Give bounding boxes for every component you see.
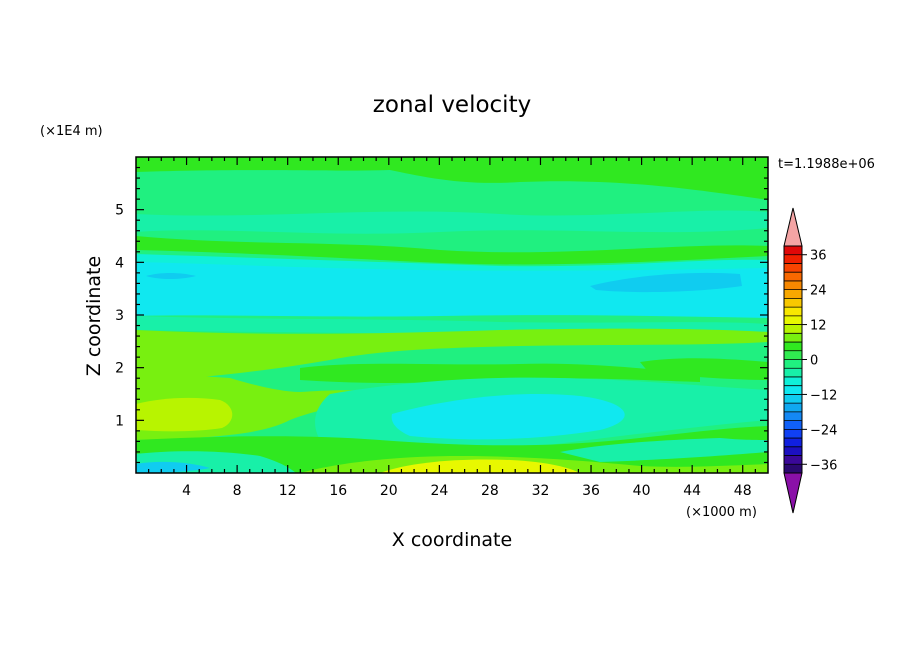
colorbar-segment [784, 403, 802, 413]
field-patch-blue-left [146, 273, 196, 279]
colorbar-segment [784, 394, 802, 404]
colorbar-segment [784, 385, 802, 395]
colorbar-tick-label: −12 [810, 388, 837, 403]
colorbar-segment [784, 289, 802, 299]
chart-title: zonal velocity [373, 92, 531, 118]
colorbar-segment [784, 272, 802, 282]
x-tick-label: 4 [182, 483, 191, 499]
field-center-cyan [391, 394, 625, 440]
field-band-weak-positive [136, 328, 768, 382]
colorbar-under-arrow [783, 472, 803, 514]
x-tick-label: 44 [683, 483, 701, 499]
y-tick-label: 4 [115, 255, 124, 271]
colorbar-segment [784, 368, 802, 378]
field-band-upper-green [136, 236, 768, 265]
x-tick-label: 24 [430, 483, 448, 499]
x-axis-label: X coordinate [392, 529, 512, 551]
colorbar-segment [784, 246, 802, 256]
colorbar-segment [784, 350, 802, 360]
field-band-cyan-negative [136, 258, 768, 318]
field-patch-blue-right [590, 272, 742, 293]
field-band-aloft-teal [136, 210, 768, 234]
x-tick-label: 28 [481, 483, 499, 499]
y-units-label: (×1E4 m) [40, 124, 103, 139]
x-tick-label: 48 [734, 483, 752, 499]
colorbar: −36 −24 −12 0 12 24 36 [783, 207, 837, 514]
plot-area [136, 157, 768, 473]
time-label: t=1.1988e+06 [778, 157, 875, 172]
field-lobe-left-yellow [136, 397, 233, 432]
colorbar-tick-label: −36 [810, 458, 837, 473]
x-tick-label: 40 [633, 483, 651, 499]
colorbar-over-arrow [783, 207, 803, 247]
field-band-light-teal [136, 254, 768, 271]
field-bottom-left-cyan [136, 461, 210, 473]
colorbar-segment [784, 263, 802, 273]
colorbar-tick-label: 0 [810, 354, 818, 369]
colorbar-segment [784, 324, 802, 334]
x-tick-label: 12 [279, 483, 297, 499]
colorbar-segment [784, 429, 802, 439]
colorbar-segment [784, 333, 802, 343]
colorbar-segment [784, 315, 802, 325]
colorbar-segment [784, 411, 802, 421]
colorbar-segment [784, 359, 802, 369]
x-tick-label: 16 [329, 483, 347, 499]
y-tick-label: 1 [115, 413, 124, 429]
colorbar-segment [784, 455, 802, 465]
x-tick-label: 8 [233, 483, 242, 499]
field-bottom-yellow-core [380, 459, 580, 473]
y-axis: 1 2 3 4 5 [115, 166, 768, 464]
colorbar-segment [784, 254, 802, 264]
field-band-top-green [136, 157, 768, 200]
colorbar-tick-label: −24 [810, 423, 837, 438]
x-tick-label: 20 [380, 483, 398, 499]
colorbar-segment [784, 446, 802, 456]
colorbar-tick-label: 12 [810, 319, 827, 334]
colorbar-segment [784, 420, 802, 430]
colorbar-tick-label: 36 [810, 249, 827, 264]
y-tick-label: 3 [115, 308, 124, 324]
field-patch-green-mid [300, 363, 700, 383]
x-tick-label: 32 [532, 483, 550, 499]
colorbar-segment [784, 438, 802, 448]
colorbar-segment [784, 280, 802, 290]
x-tick-label: 36 [582, 483, 600, 499]
x-units-label: (×1000 m) [686, 505, 757, 520]
y-tick-label: 5 [115, 203, 124, 219]
x-axis: 4 8 12 16 20 24 28 32 36 40 44 48 [148, 157, 756, 499]
colorbar-segment [784, 342, 802, 352]
field-right-green [640, 358, 768, 380]
colorbar-segment [784, 298, 802, 308]
colorbar-segment [784, 307, 802, 317]
y-axis-label: Z coordinate [83, 256, 105, 376]
colorbar-segment [784, 464, 802, 474]
field-right-teal-lower [560, 438, 768, 462]
colorbar-tick-label: 24 [810, 284, 827, 299]
y-tick-label: 2 [115, 361, 124, 377]
colorbar-segment [784, 376, 802, 386]
